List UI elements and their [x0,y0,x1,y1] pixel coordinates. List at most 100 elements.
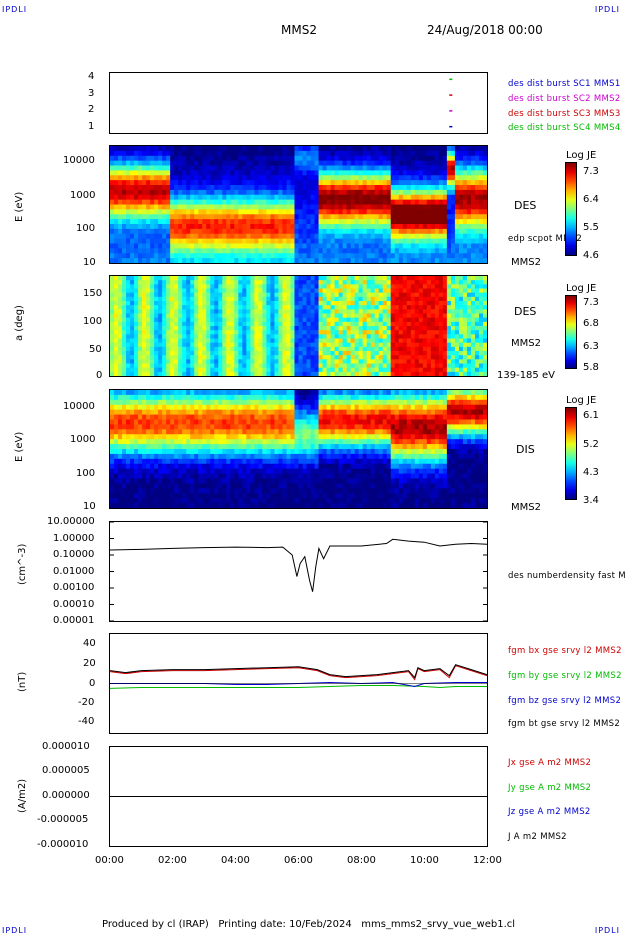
des-pitch-cell [246,309,251,314]
des-pitch-cell [363,301,368,306]
des-energy-cell [335,200,340,205]
des-energy-cell [483,195,487,200]
des-energy-cell [415,190,420,195]
des-energy-cell [146,205,151,210]
des-pitch-cell [178,297,183,302]
des-energy-cell [339,156,344,161]
dis-energy-cell [146,390,151,396]
des-pitch-cell [226,322,231,327]
des-energy-cell [427,258,432,263]
des-energy-cell [266,161,271,166]
des-energy-cell [363,234,368,239]
des-energy-cell [411,161,416,166]
des-energy-cell [443,200,448,205]
des-energy-cell [146,190,151,195]
des-energy-cell [443,214,448,219]
des-energy-cell [250,146,255,151]
des-energy-cell [278,166,283,171]
des-pitch-cell [403,330,408,335]
des-energy-cell [242,214,247,219]
des-energy-cell [174,258,179,263]
des-pitch-cell [242,351,247,356]
des-pitch-cell [278,318,283,323]
des-energy-cell [407,166,412,171]
des-pitch-cell [190,347,195,352]
des-energy-cell [431,200,436,205]
des-energy-cell [479,146,484,151]
des-pitch-cell [174,372,179,376]
des-energy-cell [118,248,123,253]
des-pitch-cell [234,289,239,294]
des-pitch-cell [286,347,291,352]
des-energy-cell [319,156,324,161]
des-pitch-cell [246,368,251,373]
des-energy-cell [194,161,199,166]
des-energy-cell [471,166,476,171]
des-pitch-cell [202,347,207,352]
des-pitch-cell [343,276,348,281]
des-pitch-cell [375,347,380,352]
des-pitch-cell [242,368,247,373]
des-pitch-cell [471,309,476,314]
des-pitch-cell [194,297,199,302]
des-pitch-cell [130,368,135,373]
des-pitch-cell [254,334,259,339]
des-energy-cell [142,180,147,185]
des-energy-cell [254,219,259,224]
des-energy-cell [182,170,187,175]
des-pitch-cell [294,330,299,335]
des-energy-cell [274,244,279,249]
des-pitch-cell [182,339,187,344]
des-pitch-cell [122,301,127,306]
des-pitch-cell [278,289,283,294]
des-energy-cell [206,229,211,234]
des-pitch-cell [222,326,227,331]
des-energy-cell [170,248,175,253]
des-energy-cell [198,209,203,214]
des-energy-cell [359,190,364,195]
des-pitch-cell [363,305,368,310]
des-pitch-cell [210,318,215,323]
des-energy-cell [110,200,115,205]
des-pitch-cell [190,284,195,289]
des-pitch-cell [419,334,424,339]
des-pitch-cell [483,359,487,364]
des-pitch-cell [311,318,316,323]
des-energy-cell [375,205,380,210]
des-energy-cell [419,205,424,210]
des-pitch-cell [254,305,259,310]
des-pitch-cell [339,318,344,323]
des-energy-cell [351,253,356,258]
des-pitch-cell [254,322,259,327]
des-energy-cell [383,200,388,205]
des-pitch-cell [427,276,432,281]
des-pitch-cell [198,372,203,376]
dis-energy-cell [126,483,131,489]
des-energy-cell [162,214,167,219]
des-energy-cell [455,156,460,161]
des-pitch-cell [162,339,167,344]
des-energy-cell [226,224,231,229]
des-energy-cell [455,229,460,234]
des-pitch-cell [270,301,275,306]
des-pitch-cell [411,305,416,310]
des-energy-cell [154,239,159,244]
des-pitch-cell [351,293,356,298]
des-pitch-cell [250,351,255,356]
des-pitch-cell [190,280,195,285]
des-pitch-cell [347,318,352,323]
des-energy-cell [311,170,316,175]
des-pitch-cell [290,293,295,298]
des-pitch-cell [194,364,199,369]
des-energy-cell [190,229,195,234]
des-energy-cell [202,214,207,219]
des-pitch-cell [411,276,416,281]
des-energy-cell [142,205,147,210]
dis-energy-cell [178,454,183,460]
des-pitch-cell [427,364,432,369]
des-pitch-cell [274,305,279,310]
des-pitch-cell [427,372,432,376]
dis-energy-cell [146,498,151,504]
des-energy-cell [383,170,388,175]
des-pitch-cell [234,339,239,344]
